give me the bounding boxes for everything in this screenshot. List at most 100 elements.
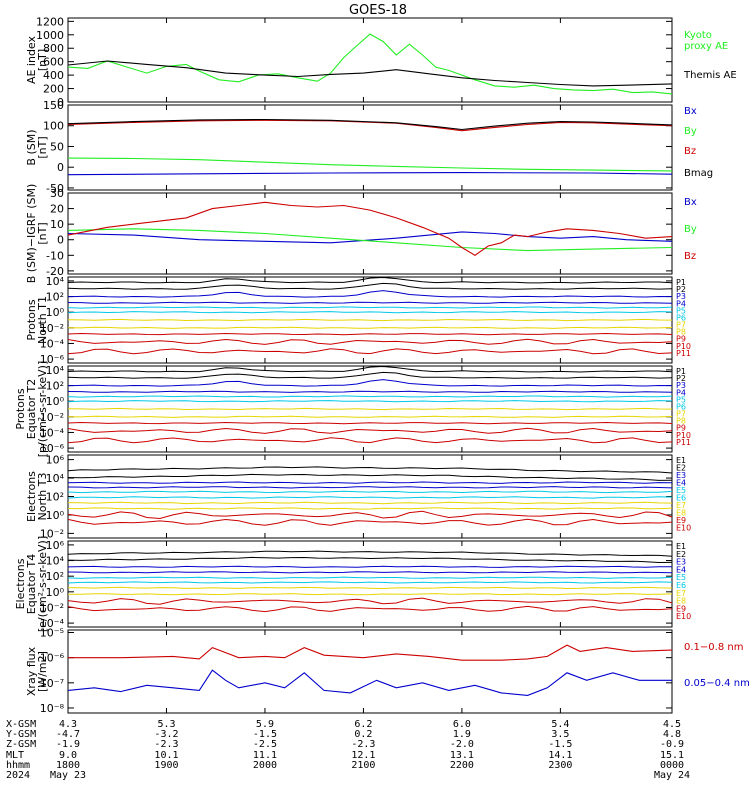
x-tick-value: -2.3 xyxy=(351,739,375,750)
y-tick-label: 10⁻² xyxy=(40,601,64,614)
legend-entry-p8: P8 xyxy=(676,417,686,426)
y-tick-label: 10⁻⁴ xyxy=(40,426,65,439)
y-tick-label: 10⁻² xyxy=(40,322,64,335)
y-tick-label: 10⁴ xyxy=(46,472,65,485)
x-tick-value: 6.2 xyxy=(354,719,372,730)
legend-entry: Bx xyxy=(684,197,697,208)
legend-entry-e7: E7 xyxy=(676,501,686,510)
legend-entry: proxy AE xyxy=(684,41,728,52)
x-tick-value: -2.0 xyxy=(450,739,474,750)
y-tick-label: 10⁻⁷ xyxy=(40,677,64,690)
legend-entry: Bz xyxy=(684,251,696,262)
y-tick-label: 0 xyxy=(57,234,64,247)
series-line-red xyxy=(67,119,673,132)
x-tick-value: -1.5 xyxy=(548,739,572,750)
y-tick-label: 10⁻⁵ xyxy=(40,627,64,640)
series-line-e3 xyxy=(67,565,672,568)
series-line-p1 xyxy=(67,365,673,373)
legend-entry-p1: P1 xyxy=(676,367,686,376)
legend-entry-e4: E4 xyxy=(676,565,686,574)
series-line-e7 xyxy=(67,501,673,505)
legend-entry-p7: P7 xyxy=(676,410,686,419)
series-line-p4 xyxy=(67,390,673,393)
x-tick-value: 1800 xyxy=(56,760,80,771)
legend-entry-p8: P8 xyxy=(676,328,686,337)
y-tick-label: 800 xyxy=(43,42,64,55)
x-tick-value: -2.5 xyxy=(253,739,277,750)
legend-entry: Bmag xyxy=(684,168,713,179)
x-tick-value: 11.1 xyxy=(253,750,277,761)
y-tick-label: 600 xyxy=(43,56,64,69)
y-axis-label: Electrons xyxy=(25,471,38,522)
series-line-p7 xyxy=(67,318,673,322)
series-line-green xyxy=(67,157,673,172)
series-line-green xyxy=(67,33,673,95)
y-axis-label: AE index xyxy=(25,35,38,84)
y-tick-label: 10⁰ xyxy=(46,509,65,522)
legend-entry-e10: E10 xyxy=(676,612,691,621)
y-tick-label: 100 xyxy=(43,120,64,133)
series-line-e6 xyxy=(67,581,673,584)
series-line-e3 xyxy=(67,481,673,484)
legend-entry-e8: E8 xyxy=(676,509,686,518)
y-axis-label: [W/m2] xyxy=(36,651,49,692)
legend-entry: Kyoto xyxy=(684,30,712,41)
series-line-p8 xyxy=(67,415,673,418)
y-axis-label: Protons xyxy=(14,388,27,429)
panel-b-minus-igrf: -20 -10 0 10 20 30 B (SM)−IGRF (SM)[nT] Bx By Bz xyxy=(25,184,697,284)
x-row-label: X-GSM xyxy=(6,719,36,730)
y-tick-label: 30 xyxy=(50,187,64,200)
legend-entry-p2: P2 xyxy=(676,285,686,294)
series-line-p9 xyxy=(67,421,673,425)
y-tick-label: 10⁶ xyxy=(46,454,65,467)
plot-title: GOES-18 xyxy=(349,3,407,18)
y-axis-label: Equator T2 xyxy=(25,379,38,439)
y-tick-label: 0 xyxy=(57,96,64,109)
series-line-p9 xyxy=(67,332,673,336)
x-row-label: MLT xyxy=(6,750,24,761)
series-line-p10 xyxy=(67,427,673,434)
x-tick-value: May 24 xyxy=(654,770,690,781)
series-line-p7 xyxy=(67,407,673,411)
series-line-e9 xyxy=(67,510,673,520)
legend-entry: Bx xyxy=(684,106,697,117)
y-tick-label: 150 xyxy=(43,99,64,112)
legend-entry-p9: P9 xyxy=(676,335,686,344)
y-tick-label: 10⁻⁸ xyxy=(40,702,65,715)
legend-entry-p6: P6 xyxy=(676,402,686,411)
y-axis-label: B (SM)−IGRF (SM) xyxy=(25,184,38,284)
y-axis-label: Xray flux xyxy=(25,646,38,696)
y-tick-label: 10⁰ xyxy=(46,586,65,599)
legend-entry: Themis AE xyxy=(683,70,737,81)
legend-entry-e1: E1 xyxy=(676,542,686,551)
y-axis-label: [nT] xyxy=(36,222,49,244)
series-line-black xyxy=(67,60,673,87)
y-axis-label: [e/(cm²-s-sr-keV)] xyxy=(36,536,49,632)
legend-entry-p5: P5 xyxy=(676,306,686,315)
y-tick-label: 0 xyxy=(57,161,64,174)
x-tick-value: -0.9 xyxy=(660,739,684,750)
series-line-e1 xyxy=(67,466,673,474)
x-tick-value: 5.4 xyxy=(551,719,569,730)
y-tick-label: 1000 xyxy=(36,29,64,42)
legend-entry-e10: E10 xyxy=(676,524,691,533)
y-tick-label: 10² xyxy=(46,491,64,504)
x-tick-value: 2200 xyxy=(450,760,474,771)
series-line-red xyxy=(67,201,673,256)
y-axis-label: [p/(cm²-s-sr-keV)] xyxy=(36,361,49,458)
x-row-label: hhmm xyxy=(6,760,30,771)
x-tick-value: 5.3 xyxy=(157,719,175,730)
legend-entry: By xyxy=(684,224,697,235)
legend-entry-e1: E1 xyxy=(676,456,686,465)
series-line-e4 xyxy=(67,571,673,574)
y-tick-label: 10⁻⁶ xyxy=(40,442,65,455)
x-tick-value: 3.5 xyxy=(551,729,569,740)
series-line-p11 xyxy=(67,437,673,444)
x-tick-value: -1.9 xyxy=(56,739,80,750)
y-tick-label: 10⁴ xyxy=(46,275,65,288)
